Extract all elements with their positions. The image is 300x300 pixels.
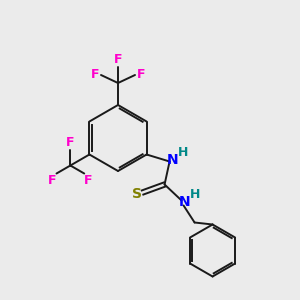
Text: F: F	[91, 68, 99, 82]
Text: N: N	[167, 154, 178, 167]
Text: N: N	[179, 194, 190, 208]
Text: F: F	[84, 173, 93, 187]
Text: H: H	[177, 146, 188, 159]
Text: F: F	[48, 173, 56, 187]
Text: S: S	[132, 187, 142, 200]
Text: F: F	[137, 68, 146, 82]
Text: F: F	[114, 53, 122, 66]
Text: H: H	[189, 188, 200, 201]
Text: F: F	[66, 136, 75, 149]
